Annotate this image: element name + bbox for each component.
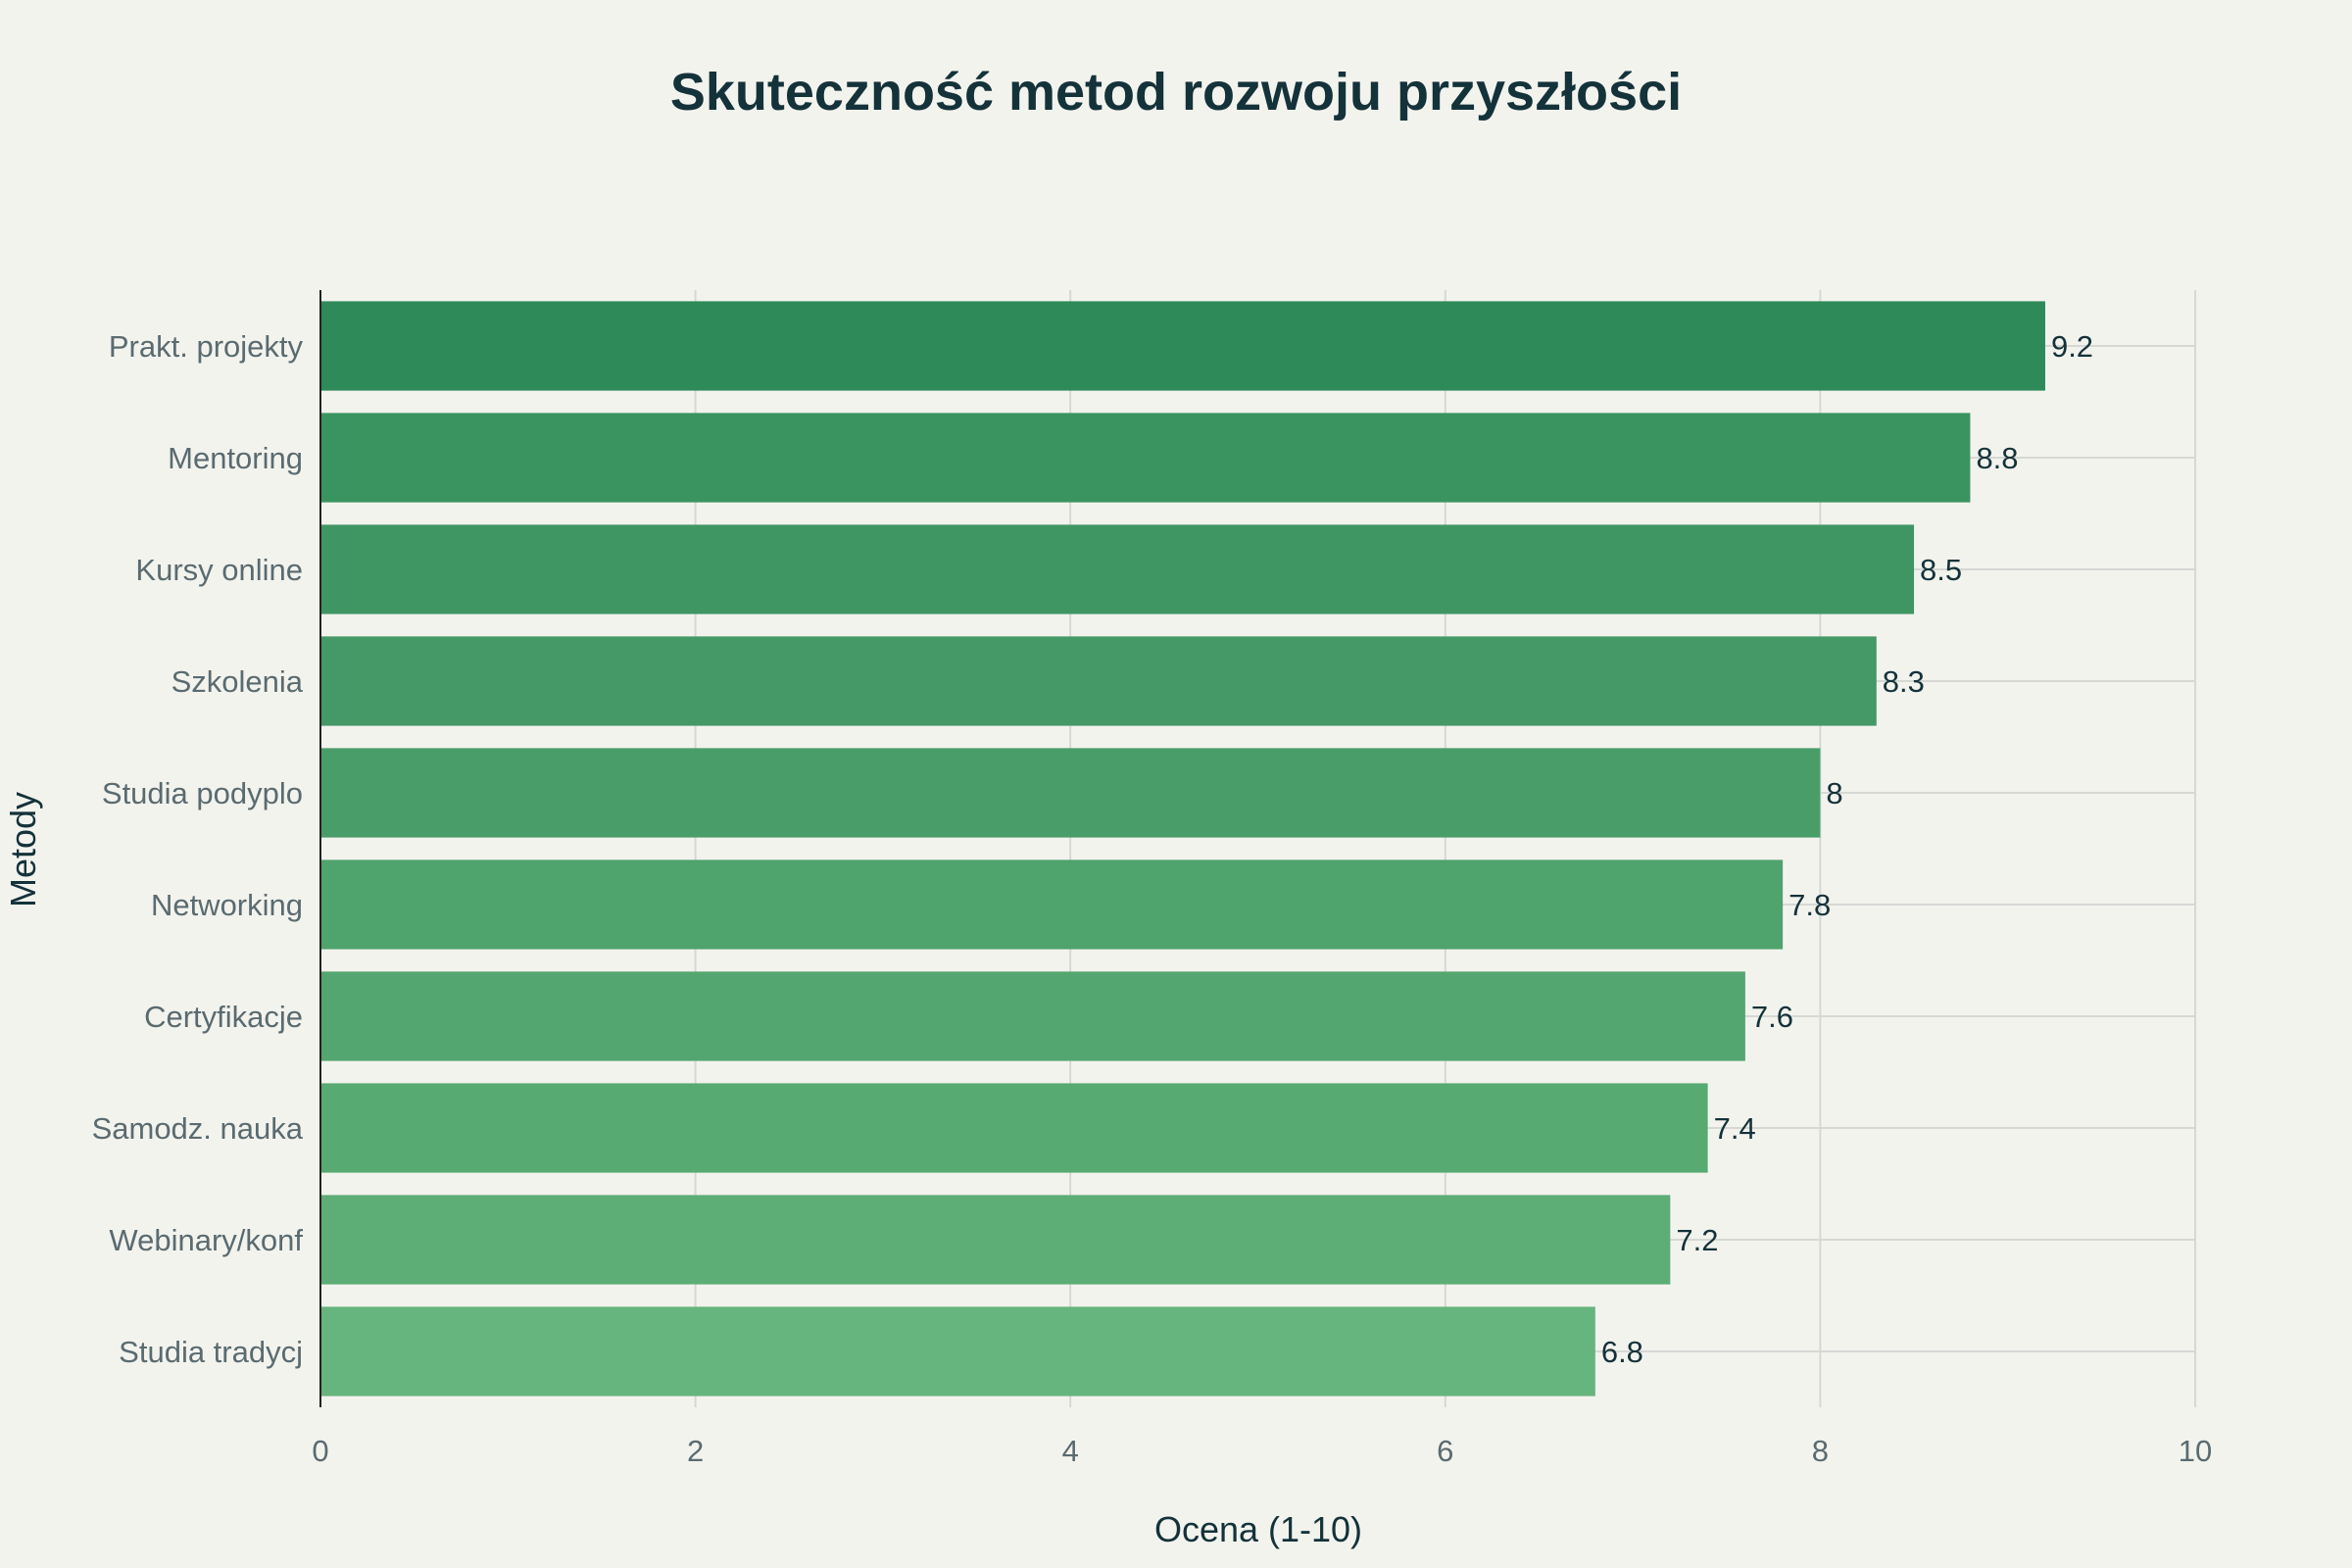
y-tick-label: Samodz. nauka bbox=[92, 1111, 304, 1146]
chart-title: Skuteczność metod rozwoju przyszłości bbox=[670, 63, 1682, 122]
bar-value-label: 7.2 bbox=[1676, 1223, 1718, 1257]
y-tick-labels: Prakt. projekty Mentoring Kursy online Szko… bbox=[92, 329, 304, 1369]
y-tick-label: Szkolenia bbox=[172, 664, 304, 699]
bar bbox=[320, 524, 1915, 614]
bar bbox=[320, 413, 1971, 503]
bar-value-label: 8 bbox=[1826, 776, 1842, 810]
y-tick-label: Studia podyplo bbox=[102, 776, 303, 810]
bar bbox=[320, 301, 2045, 391]
bar-value-label: 8.3 bbox=[1883, 664, 1925, 699]
x-tick-label: 8 bbox=[1812, 1434, 1829, 1468]
value-labels-group: 9.2 8.8 8.5 8.3 8 7.8 7.6 7.4 7.2 6.8 bbox=[1601, 329, 2093, 1369]
bar-value-label: 7.6 bbox=[1751, 1000, 1793, 1034]
x-tick-label: 6 bbox=[1437, 1434, 1453, 1468]
y-tick-label: Webinary/konf bbox=[109, 1223, 303, 1257]
y-axis-title: Metody bbox=[3, 792, 43, 907]
bars-group bbox=[320, 301, 2045, 1396]
bar-value-label: 9.2 bbox=[2051, 329, 2093, 364]
y-tick-label: Kursy online bbox=[135, 553, 303, 587]
bar bbox=[320, 971, 1745, 1061]
bar bbox=[320, 748, 1821, 838]
x-tick-labels: 0 2 4 6 8 10 bbox=[312, 1434, 2212, 1468]
y-tick-label: Studia tradycj bbox=[119, 1335, 303, 1369]
y-tick-label: Certyfikacje bbox=[144, 1000, 303, 1034]
y-tick-label: Networking bbox=[151, 888, 303, 922]
x-tick-label: 10 bbox=[2179, 1434, 2212, 1468]
bar-value-label: 7.4 bbox=[1714, 1111, 1756, 1146]
x-axis-title: Ocena (1-10) bbox=[1154, 1509, 1362, 1549]
bar bbox=[320, 636, 1877, 726]
bar-value-label: 8.8 bbox=[1976, 441, 2018, 475]
x-tick-label: 0 bbox=[312, 1434, 328, 1468]
x-tick-label: 4 bbox=[1062, 1434, 1079, 1468]
bar bbox=[320, 1083, 1708, 1173]
bar-value-label: 8.5 bbox=[1920, 553, 1962, 587]
bar-value-label: 6.8 bbox=[1601, 1335, 1643, 1369]
bar bbox=[320, 1306, 1595, 1396]
x-tick-label: 2 bbox=[687, 1434, 704, 1468]
y-tick-label: Mentoring bbox=[168, 441, 303, 475]
bar bbox=[320, 859, 1784, 950]
y-tick-label: Prakt. projekty bbox=[109, 329, 304, 364]
bar bbox=[320, 1195, 1671, 1285]
bar-value-label: 7.8 bbox=[1788, 888, 1831, 922]
